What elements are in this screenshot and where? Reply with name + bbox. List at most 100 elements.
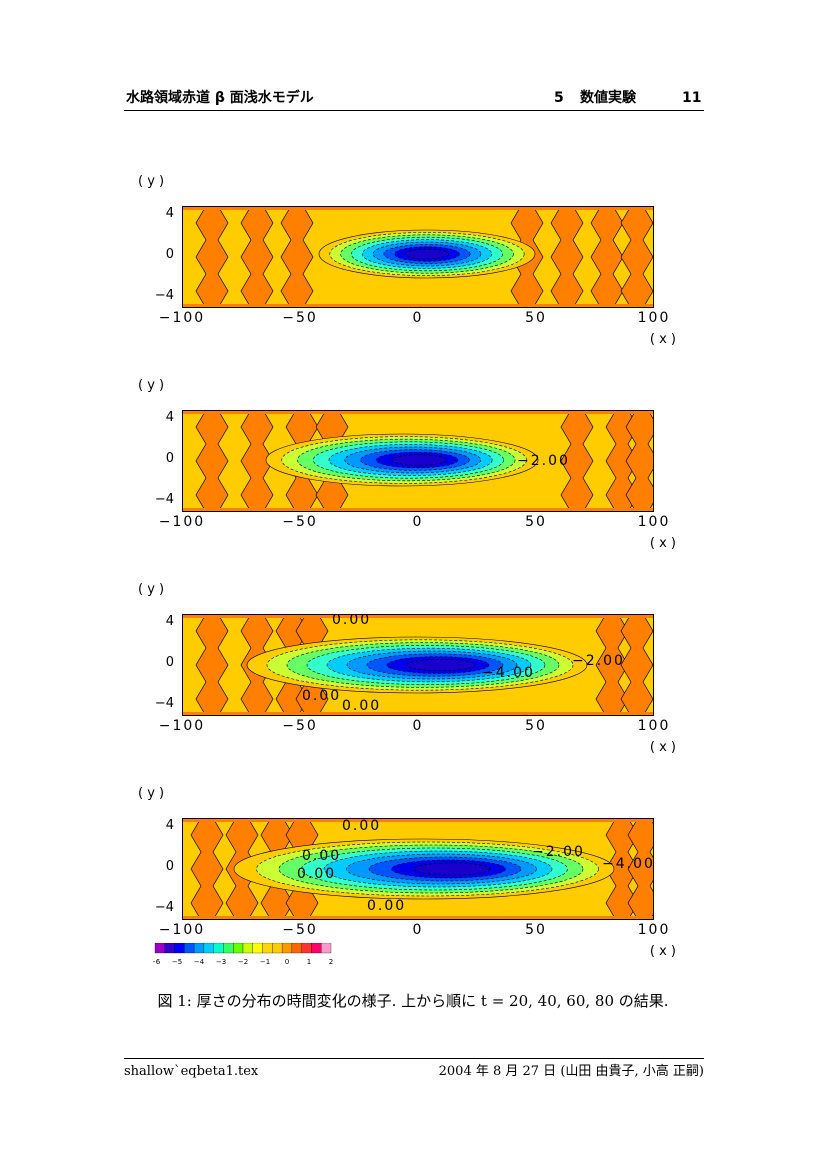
contour-band	[195, 614, 229, 716]
colorbar-swatch	[321, 943, 332, 954]
y-axis-label: ( y )	[138, 378, 165, 393]
colorbar-tick-label: −3	[216, 958, 226, 966]
colorbar-swatch	[291, 943, 302, 954]
plot-frame	[182, 410, 654, 512]
x-tick-label: 50	[525, 718, 547, 734]
x-tick-label: 100	[637, 514, 671, 530]
section-number: 5	[554, 90, 564, 106]
x-tick-label: 50	[525, 310, 547, 326]
footer-filename: shallow`eqbeta1.tex	[124, 1064, 259, 1079]
x-tick-label: 50	[525, 514, 547, 530]
colorbar-swatch	[262, 943, 273, 954]
contour-plot: −2.00	[182, 410, 654, 512]
figure-panel-3: ( y ) 4 0 −4 −100 −50 0 50 100( x ) 0.00 0.00 0.00−…	[138, 582, 698, 772]
x-tick-label: −50	[282, 922, 318, 938]
edge-band	[182, 304, 654, 308]
colorbar-swatch	[203, 943, 214, 954]
contour-band	[620, 206, 654, 308]
contour-band	[280, 206, 314, 308]
contour-label: −2.00	[532, 844, 585, 860]
y-tick-label: −4	[154, 288, 174, 303]
contour-band	[627, 818, 654, 920]
x-tick-label: 0	[412, 514, 424, 530]
running-header-title: 水路領域赤道 β 面浅水モデル	[126, 90, 314, 106]
contour-label: −2.00	[517, 453, 570, 469]
plot-frame	[182, 614, 654, 716]
colorbar-swatch	[223, 943, 234, 954]
colorbar-swatch	[154, 943, 165, 954]
colorbar-tick-label: −4	[194, 958, 205, 966]
colorbar-swatch	[311, 943, 322, 954]
figure-caption: 図 1: 厚さの分布の時間変化の様子. 上から順に t = 20, 40, 60…	[157, 992, 669, 1010]
colorbar-swatch	[272, 943, 283, 954]
contour-level	[405, 248, 449, 260]
y-axis-label: ( y )	[138, 174, 165, 189]
edge-band	[182, 508, 654, 512]
x-tick-label: −100	[158, 922, 206, 938]
contour-label: 0.00	[297, 866, 336, 882]
contour-label: −4.00	[482, 665, 535, 681]
x-tick-label: 0	[412, 718, 424, 734]
x-tick-label: 100	[637, 922, 671, 938]
header-rule	[124, 110, 704, 111]
colorbar-swatch	[213, 943, 224, 954]
contour-level	[413, 862, 491, 876]
contour-band	[190, 818, 224, 920]
colorbar-swatch	[242, 943, 253, 954]
colorbar-tick-label: −6	[153, 958, 161, 966]
y-tick-label: 0	[165, 655, 174, 670]
y-axis-label: ( y )	[138, 582, 165, 597]
colorbar-tick-label: 0	[285, 958, 289, 966]
edge-band	[182, 206, 654, 210]
contour-band	[240, 206, 274, 308]
figure-panel-2: ( y ) 4 0 −4 −100 −50 0 50 100 ( x ) −2.00	[138, 378, 698, 568]
contour-level	[406, 659, 476, 671]
edge-band	[182, 614, 654, 618]
x-axis-label: ( x )	[649, 944, 676, 959]
y-tick-label: 0	[165, 451, 174, 466]
figure-panel-4: ( y ) 4 0 −4 −100 −50 0 50 100( x ) 0.00 0.00 0.00 0…	[138, 786, 698, 976]
colorbar-tick-label: −1	[260, 958, 270, 966]
contour-band	[195, 410, 229, 512]
x-tick-label: −50	[282, 718, 318, 734]
contour-band	[620, 614, 654, 716]
colorbar-swatch	[184, 943, 195, 954]
contour-label: 0.00	[302, 688, 341, 704]
contour-plot	[182, 206, 654, 308]
edge-band	[182, 818, 654, 822]
x-tick-label: −100	[158, 310, 206, 326]
contour-label: 0.00	[332, 614, 371, 628]
colorbar-tick-label: −5	[172, 958, 182, 966]
y-axis-label: ( y )	[138, 786, 165, 801]
contour-label: 0.00	[367, 898, 406, 914]
contour-label: 0.00	[342, 818, 381, 834]
edge-band	[182, 916, 654, 920]
contour-label: −4.00	[602, 856, 654, 872]
y-tick-label: −4	[154, 696, 174, 711]
plot-frame	[182, 818, 654, 920]
footer-date-authors: 2004 年 8 月 27 日 (山田 由貴子, 小高 正嗣)	[438, 1064, 704, 1079]
x-tick-label: 50	[525, 922, 547, 938]
contour-plot: 0.000.000.000.00−2.00−4.00	[182, 818, 654, 920]
y-tick-label: −4	[154, 900, 174, 915]
y-tick-label: 4	[165, 410, 174, 425]
contour-band	[590, 206, 624, 308]
y-tick-label: 0	[165, 859, 174, 874]
x-axis-label: ( x )	[649, 332, 676, 347]
edge-band	[182, 410, 654, 414]
x-axis-label: ( x )	[649, 536, 676, 551]
x-tick-label: 0	[412, 310, 424, 326]
y-tick-label: −4	[154, 492, 174, 507]
colorbar-tick-label: 1	[307, 958, 311, 966]
contour-level	[391, 454, 447, 466]
x-tick-label: −100	[158, 718, 206, 734]
contour-band	[595, 614, 629, 716]
x-tick-label: 100	[637, 718, 671, 734]
colorbar-swatch	[233, 943, 244, 954]
x-tick-label: −50	[282, 514, 318, 530]
x-axis-label: ( x )	[649, 740, 676, 755]
colorbar-tick-label: 2	[329, 958, 333, 966]
edge-band	[182, 712, 654, 716]
section-title: 数値実験	[580, 90, 636, 106]
colorbar-swatch	[164, 943, 175, 954]
